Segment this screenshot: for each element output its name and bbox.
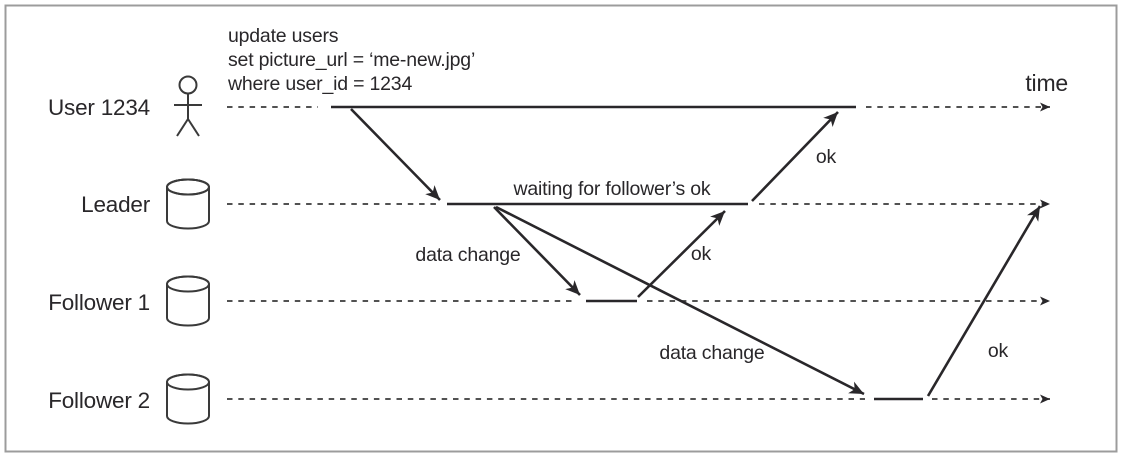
label-data-change-1: data change bbox=[415, 244, 520, 266]
leader-wait-note: waiting for follower’s ok bbox=[513, 178, 711, 200]
label-ok-follower-2: ok bbox=[988, 340, 1009, 362]
query-text: update users set picture_url = ‘me-new.j… bbox=[227, 25, 475, 95]
lane-label-leader: Leader bbox=[81, 192, 151, 217]
arrow-data-change-to-follower-1 bbox=[493, 206, 581, 296]
label-ok-follower-1: ok bbox=[691, 243, 712, 265]
arrow-ok-leader-to-user bbox=[751, 111, 839, 202]
query-line-2: set picture_url = ‘me-new.jpg’ bbox=[228, 49, 475, 71]
label-data-change-2: data change bbox=[659, 342, 764, 364]
figure-border bbox=[4, 4, 1118, 453]
lane-label-user: User 1234 bbox=[48, 95, 150, 120]
database-cylinder-icon bbox=[166, 178, 210, 230]
arrow-ok-follower-2-to-leader bbox=[926, 205, 1042, 397]
arrow-user-to-leader bbox=[350, 108, 441, 201]
query-line-1: update users bbox=[228, 25, 339, 47]
arrow-data-change-to-follower-2 bbox=[495, 205, 865, 396]
arrow-ok-follower-1-to-leader bbox=[637, 210, 726, 298]
label-ok-leader-to-user: ok bbox=[816, 146, 837, 168]
lane-label-follower-1: Follower 1 bbox=[48, 290, 150, 315]
database-cylinder-icon bbox=[166, 373, 210, 425]
database-cylinder-icon bbox=[166, 275, 210, 327]
lane-label-follower-2: Follower 2 bbox=[48, 388, 150, 413]
person-icon bbox=[174, 75, 202, 137]
time-axis-label: time bbox=[1025, 70, 1068, 96]
query-line-3: where user_id = 1234 bbox=[227, 73, 412, 95]
